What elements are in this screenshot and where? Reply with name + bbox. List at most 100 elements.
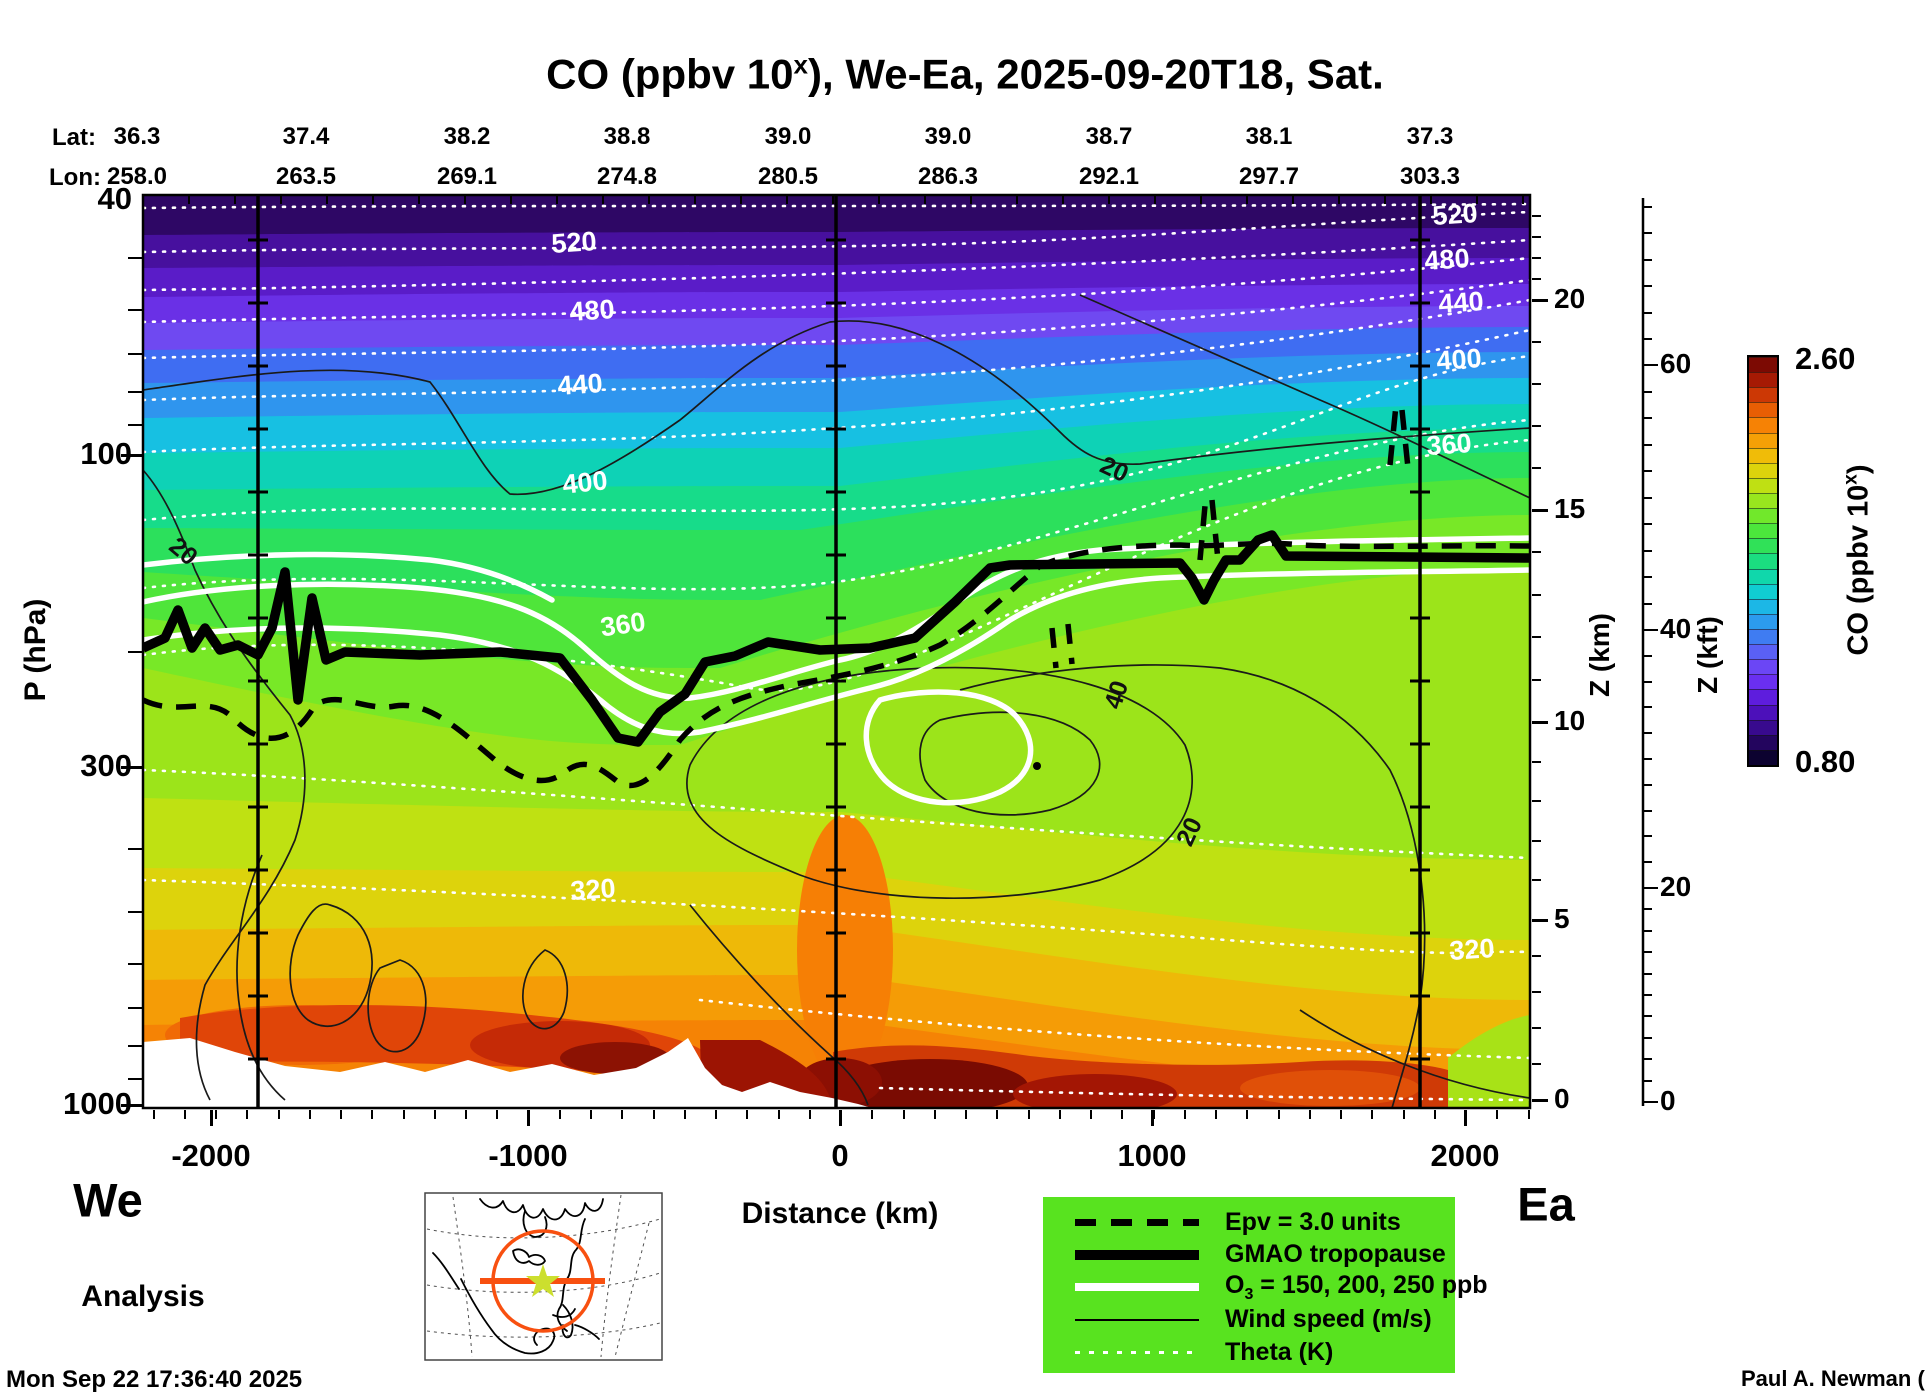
p-tick-label: 300 [80,748,132,783]
tick [121,766,142,769]
legend-thick-black-sample [1075,1249,1199,1260]
tick [1532,236,1541,238]
tick [340,1110,342,1119]
tick [210,1110,213,1126]
tick [128,848,142,850]
legend-item: O3 = 150, 200, 250 ppb [1075,1271,1488,1303]
plot-frame [141,193,1532,1110]
tick [1532,879,1541,881]
tick [684,1110,686,1119]
legend-label: Wind speed (m/s) [1225,1305,1432,1333]
zkm-tick-label: 15 [1554,493,1586,524]
tick [1059,1110,1061,1119]
tick [128,651,142,653]
lat-value: 38.7 [1085,123,1133,150]
tick [1532,467,1541,469]
tick [1532,215,1541,217]
tick [1151,1110,1154,1126]
epv-contours [143,404,1530,789]
colorbar-segment [1749,417,1777,433]
wind-contours [143,294,1530,1108]
legend-item: Theta (K) [1075,1337,1333,1367]
lat-value: 39.0 [924,123,972,150]
p-tick-label: 40 [97,181,132,216]
tick [128,424,142,426]
legend-dashed-black-sample [1075,1218,1199,1226]
colorbar-segment [1749,598,1777,614]
zkm-tick-label: 0 [1554,1083,1570,1114]
tick [528,1110,530,1119]
lat-row-label: Lat: [52,124,96,151]
colorbar-segment [1749,477,1777,494]
colorbar-segment [1749,387,1777,403]
theta-contour-label: 320 [569,872,617,907]
east-end-label: Ea [1517,1177,1575,1231]
tick [1532,1063,1541,1065]
colorbar-segment [1749,689,1777,705]
lon-value: 297.7 [1238,163,1300,190]
tick [1496,1110,1498,1119]
tick [121,454,142,457]
tick [1532,341,1541,343]
tick [1532,299,1548,302]
colorbar-segment [1749,629,1777,645]
tick [1532,955,1541,957]
tick [1434,1110,1436,1119]
tick [590,1110,592,1119]
colorbar-segment [1749,674,1777,690]
zkm-tick-label: 20 [1554,283,1586,314]
tick [1465,1110,1467,1119]
legend: Epv = 3.0 units GMAO tropopause O3 = 150, … [1043,1197,1488,1373]
lat-value: 38.1 [1245,123,1293,150]
colorbar-segment [1749,644,1777,660]
colorbar-segment [1749,719,1777,735]
theta-contour-label: 360 [598,606,648,643]
tick [1340,1110,1342,1119]
theta-contour-label: 480 [568,293,616,328]
colorbar [1747,355,1779,767]
tick [1532,509,1548,512]
tick [128,257,142,259]
zkft-tick-label: 20 [1660,871,1692,902]
tick [809,1110,811,1119]
co-field [143,195,1530,1108]
colorbar-segment [1749,402,1777,418]
tick [1246,1110,1248,1119]
tick [434,1110,436,1119]
legend-thick-white-sample [1075,1283,1199,1291]
colorbar-segment [1749,538,1777,554]
p-tick-label: 100 [80,436,132,471]
theta-contours [143,202,1530,1102]
theta-contour-label: 520 [1431,197,1479,232]
credit: Paul A. Newman (NASA [1741,1366,1926,1391]
legend-item: GMAO tropopause [1075,1240,1446,1270]
tick [496,1110,498,1119]
tick [965,1110,967,1119]
tropopause-line [143,530,1530,747]
tick [1532,383,1541,385]
lon-value: 258.0 [106,163,168,190]
legend-item: Wind speed (m/s) [1075,1305,1432,1335]
colorbar-segment [1749,493,1777,509]
west-end-label: We [73,1173,143,1227]
tick [153,1110,155,1119]
track-reference-lines [256,195,1422,1108]
tick [1532,679,1541,681]
tick [1090,1110,1092,1119]
tick [934,1110,936,1119]
legend-dotted-white-sample [1075,1350,1199,1354]
theta-contour-label: 400 [1435,342,1483,377]
legend-thin-black-sample [1075,1318,1199,1321]
theta-contour-label: 320 [1448,932,1496,967]
tick [1532,919,1548,922]
lat-value: 37.4 [282,123,330,150]
tick [903,1110,905,1119]
colorbar-segment [1749,523,1777,539]
colorbar-segment [1749,704,1777,720]
colorbar-segment [1749,447,1777,463]
lon-value: 280.5 [757,163,819,190]
tick [1278,1110,1280,1119]
lat-value: 38.2 [443,123,491,150]
